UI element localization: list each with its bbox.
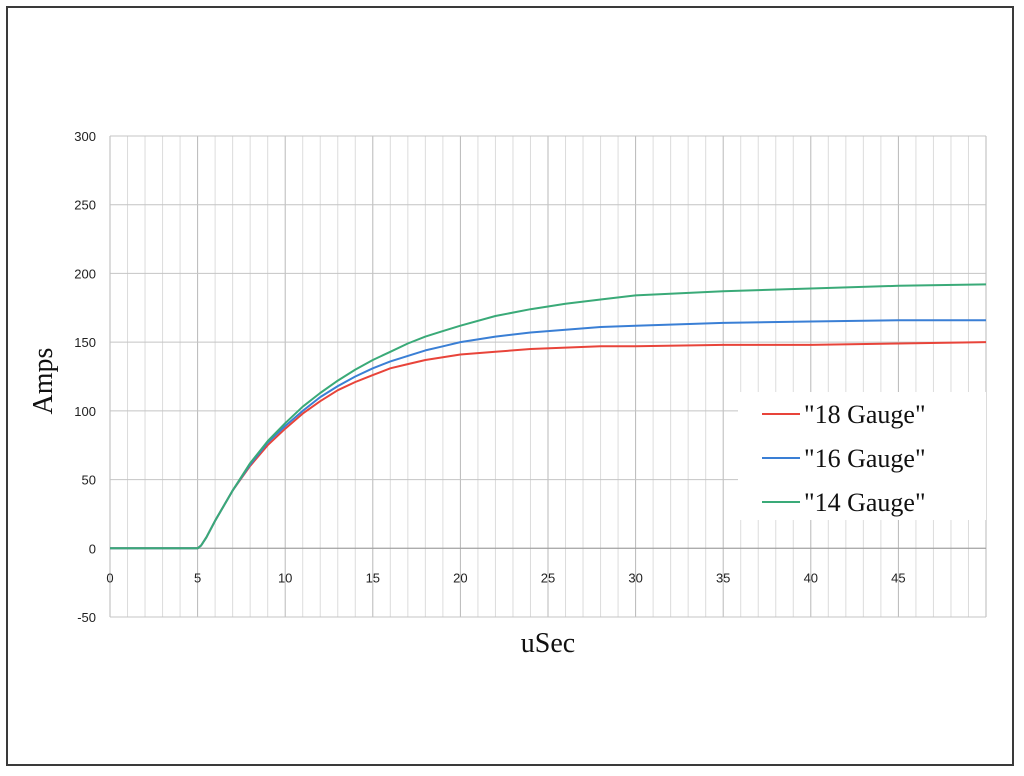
x-tick-label: 45	[891, 570, 905, 585]
x-tick-label: 40	[804, 570, 818, 585]
legend-label-1: "18 Gauge"	[804, 400, 926, 429]
series-lines	[110, 283, 987, 550]
x-tick-label: 5	[194, 570, 201, 585]
legend-label-2: "16 Gauge"	[804, 444, 926, 473]
y-tick-label: 300	[74, 129, 96, 144]
legend: "18 Gauge" "16 Gauge" "14 Gauge"	[738, 392, 986, 520]
x-tick-label: 35	[716, 570, 730, 585]
x-tick-label: 20	[453, 570, 467, 585]
y-tick-label: 100	[74, 404, 96, 419]
x-tick-label: 15	[366, 570, 380, 585]
y-tick-label: 250	[74, 198, 96, 213]
y-tick-label: 0	[89, 541, 96, 556]
y-axis-title: Amps	[28, 348, 59, 415]
y-tick-label: 150	[74, 335, 96, 350]
y-tick-label: 200	[74, 266, 96, 281]
x-tick-labels: 0 5 10 15 20 25 30 35 40 45	[106, 570, 905, 585]
x-tick-label: 10	[278, 570, 292, 585]
legend-label-3: "14 Gauge"	[804, 488, 926, 517]
grid	[109, 135, 987, 618]
x-tick-label: 25	[541, 570, 555, 585]
x-axis-title: uSec	[521, 628, 575, 659]
x-tick-label: 30	[628, 570, 642, 585]
x-tick-label: 0	[106, 570, 113, 585]
series-line-3	[110, 283, 987, 550]
y-tick-label: -50	[77, 610, 96, 625]
y-tick-label: 50	[82, 473, 96, 488]
y-tick-labels: -50 0 50 100 150 200 250 300	[74, 129, 96, 625]
